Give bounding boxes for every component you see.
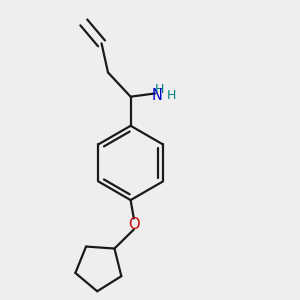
Text: O: O (128, 217, 140, 232)
Text: H: H (155, 83, 164, 96)
Text: H: H (166, 88, 176, 102)
Text: N: N (152, 88, 163, 103)
